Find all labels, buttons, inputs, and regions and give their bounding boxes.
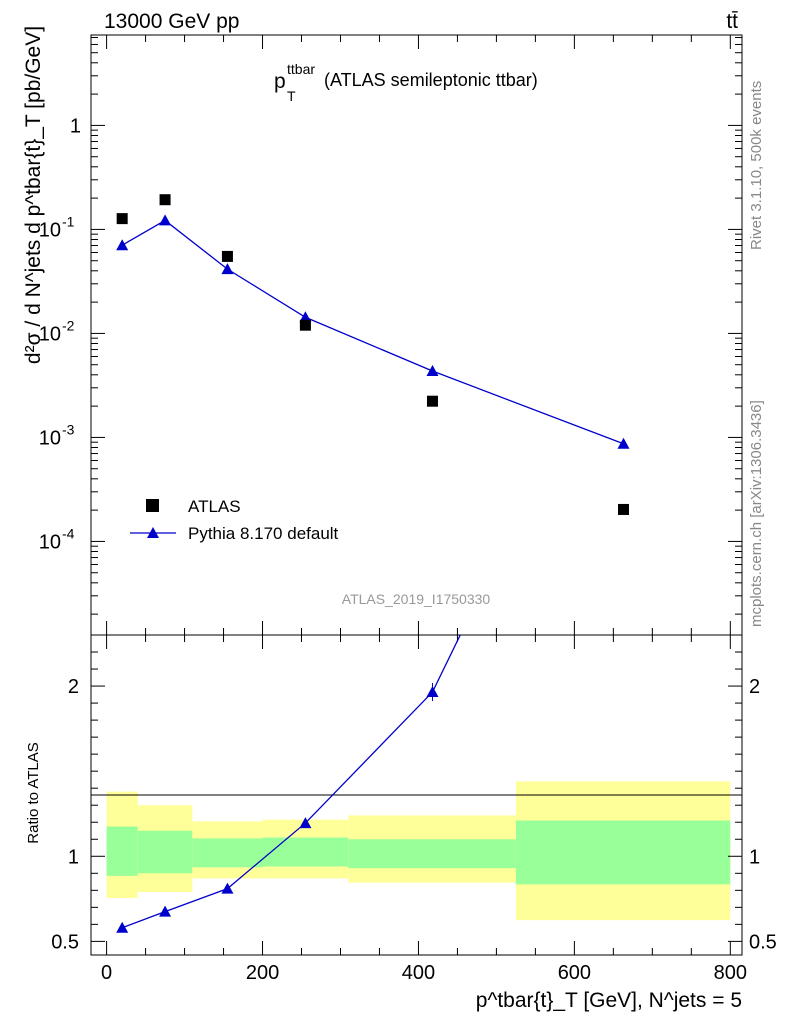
rivet-side-label: Rivet 3.1.10, 500k events	[748, 81, 765, 250]
atlas-point	[159, 194, 171, 206]
x-ticks: 0 200 400 600 800	[101, 35, 747, 984]
upper-y-axis-label-text: d²σ / d N^jets d p^tbar{t}_T [pb/GeV]	[22, 26, 45, 364]
mcplots-side-label: mcplots.cern.ch [arXiv:1306.3436]	[748, 400, 765, 627]
ratio-y-axis-label: Ratio to ATLAS	[25, 742, 42, 843]
atlas-point	[299, 319, 311, 331]
y-tick-label-exponent: -4	[62, 525, 75, 541]
legend-mc-label: Pythia 8.170 default	[188, 524, 339, 543]
upper-frame	[90, 34, 743, 636]
y-tick-label: 10	[39, 323, 61, 345]
atlas-point	[116, 213, 128, 225]
mc-point	[116, 239, 129, 251]
mc-point	[221, 263, 234, 275]
ratio-y-tick-label: 0.5	[51, 931, 79, 953]
ratio-plot-marks	[116, 635, 461, 933]
mc-ratio-point	[159, 905, 172, 917]
legend-mc-marker	[147, 527, 159, 538]
title-sup: ttbar	[287, 61, 315, 77]
process-label: tt̄	[726, 10, 738, 33]
mc-ratio-point	[221, 882, 234, 894]
x-axis-label: p^tbar{t}_T [GeV], N^jets = 5	[476, 989, 742, 1012]
ratio-frame	[90, 634, 743, 956]
title-main: p	[274, 70, 286, 93]
x-tick-label: 200	[246, 962, 279, 984]
x-tick-label: 800	[714, 962, 747, 984]
ratio-y-tick-label: 1	[68, 846, 79, 868]
mc-ratio-point	[116, 921, 129, 933]
uncertainty-band-inner	[262, 837, 349, 867]
y-tick-label: 10	[39, 427, 61, 449]
x-tick-label: 0	[101, 962, 112, 984]
mc-point	[159, 214, 172, 226]
plot-title: p ttbar T (ATLAS semileptonic ttbar)	[274, 61, 538, 104]
ratio-y-tick-label-right: 2	[749, 676, 760, 698]
energy-label: 13000 GeV pp	[104, 10, 239, 33]
uncertainty-band-inner	[192, 838, 263, 868]
ratio-y-tick-label-right: 0.5	[749, 931, 777, 953]
y-tick-label-exponent: -2	[62, 317, 75, 333]
ratio-y-axis-label-text: Ratio to ATLAS	[25, 742, 42, 843]
upper-y-axis-label: d²σ / d N^jets d p^tbar{t}_T [pb/GeV]	[22, 26, 45, 364]
y-tick-label: 10	[39, 531, 61, 553]
mc-point	[617, 437, 630, 449]
x-axis-label-text: p^tbar{t}_T [GeV], N^jets = 5	[476, 989, 742, 1012]
uncertainty-band-inner	[515, 820, 731, 885]
upper-y-ticks: 110-110-210-310-4	[39, 37, 742, 615]
legend-data-marker	[146, 499, 159, 512]
atlas-point	[221, 250, 233, 262]
ratio-y-ticks: 0.5 0.5 1 1 2 2	[51, 651, 777, 953]
y-tick-label: 10	[39, 219, 61, 241]
mc-point	[426, 365, 439, 377]
x-tick-label: 400	[402, 962, 435, 984]
x-tick-label: 600	[558, 962, 591, 984]
uncertainty-band-inner	[348, 839, 516, 869]
mc-ratio-point	[299, 817, 312, 829]
analysis-watermark: ATLAS_2019_I1750330	[342, 591, 491, 607]
mc-point	[299, 311, 312, 323]
title-sub: T	[287, 88, 296, 104]
rivet-side-text: Rivet 3.1.10, 500k events	[748, 81, 765, 250]
uncertainty-band-inner	[137, 830, 193, 874]
title-rest: (ATLAS semileptonic ttbar)	[324, 70, 538, 90]
y-tick-label-exponent: -3	[62, 421, 75, 437]
legend-data-label: ATLAS	[188, 497, 241, 516]
mcplots-side-text: mcplots.cern.ch [arXiv:1306.3436]	[748, 400, 765, 627]
y-tick-label: 1	[70, 115, 81, 137]
uncertainty-band-inner	[106, 826, 138, 876]
legend: ATLAS Pythia 8.170 default	[130, 497, 339, 543]
ratio-y-tick-label: 2	[68, 676, 79, 698]
atlas-point	[617, 503, 629, 515]
upper-plot-marks	[116, 194, 630, 515]
ratio-bands	[106, 781, 731, 921]
mc-series-line	[121, 219, 624, 445]
y-tick-label-exponent: -1	[62, 213, 75, 229]
mc-ratio-line	[121, 635, 461, 929]
ratio-y-tick-label-right: 1	[749, 846, 760, 868]
atlas-point	[426, 395, 438, 407]
